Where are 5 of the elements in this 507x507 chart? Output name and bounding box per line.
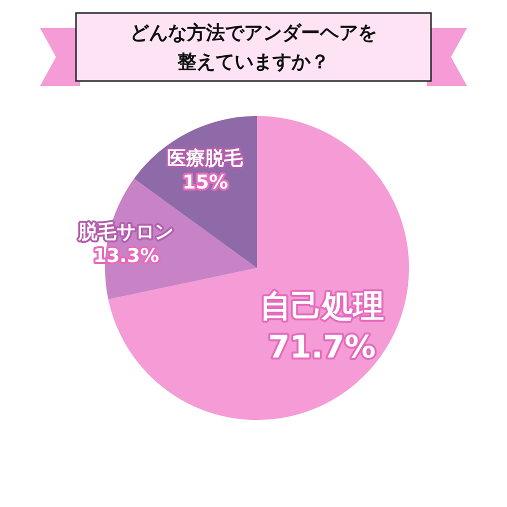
data-label: 15%	[182, 171, 228, 194]
slice-label: 自己処理	[260, 288, 384, 325]
data-label: 71.7%	[268, 330, 376, 366]
chart-title: どんな方法でアンダーヘアを整えていますか？	[129, 21, 378, 75]
slice-label: 医療脱毛	[167, 147, 244, 170]
